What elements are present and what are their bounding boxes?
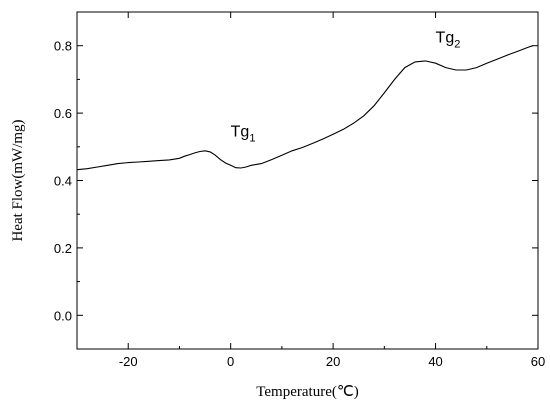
x-tick-label: 20	[326, 354, 340, 369]
tg1-subscript: 1	[249, 133, 255, 145]
tg1-label: Tg	[231, 124, 250, 141]
tg2-subscript: 2	[454, 38, 460, 50]
y-axis-title: Heat Flow(mW/mg)	[10, 119, 26, 241]
axis-tick-labels: -20 0 20 40 60 0.0 0.2 0.4 0.6 0.8	[54, 39, 545, 369]
axis-ticks	[76, 11, 539, 350]
tg1-annotation: Tg1	[231, 124, 256, 145]
x-tick-label: 60	[531, 354, 545, 369]
tg2-annotation: Tg2	[436, 29, 461, 50]
y-tick-label: 0.2	[54, 241, 72, 256]
plot-frame	[76, 11, 539, 350]
y-tick-label: 0.8	[54, 39, 72, 54]
heat-flow-line	[76, 45, 534, 171]
tg2-label: Tg	[436, 29, 455, 46]
y-tick-label: 0.6	[54, 106, 72, 121]
x-tick-label: 40	[428, 354, 442, 369]
y-tick-label: 0.4	[54, 174, 72, 189]
y-tick-label: 0.0	[54, 308, 72, 323]
x-tick-label: -20	[119, 354, 138, 369]
x-tick-label: 0	[227, 354, 234, 369]
x-axis-title: Temperature(℃)	[256, 384, 358, 400]
